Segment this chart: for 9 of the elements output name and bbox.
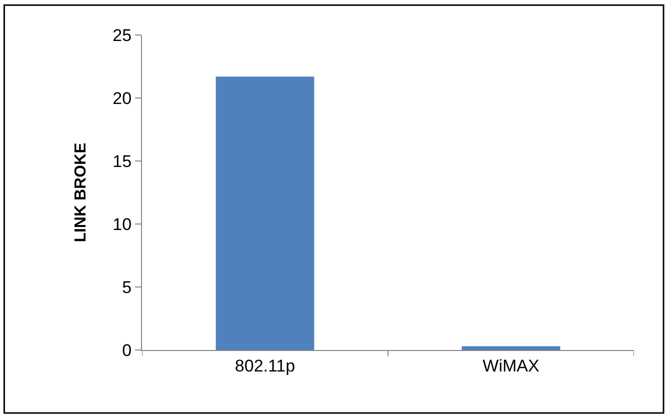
x-tick-label: 802.11p	[234, 356, 296, 376]
x-tick-label: WiMAX	[482, 356, 540, 376]
y-tick-label: 25	[112, 26, 132, 45]
y-tick-label: 10	[112, 214, 132, 234]
y-tick-label: 20	[112, 88, 132, 108]
y-tick-label: 5	[122, 278, 132, 297]
y-tick-label: 0	[122, 340, 132, 360]
y-axis-title: LINK BROKE	[72, 142, 90, 242]
y-tick-label: 15	[112, 152, 132, 171]
